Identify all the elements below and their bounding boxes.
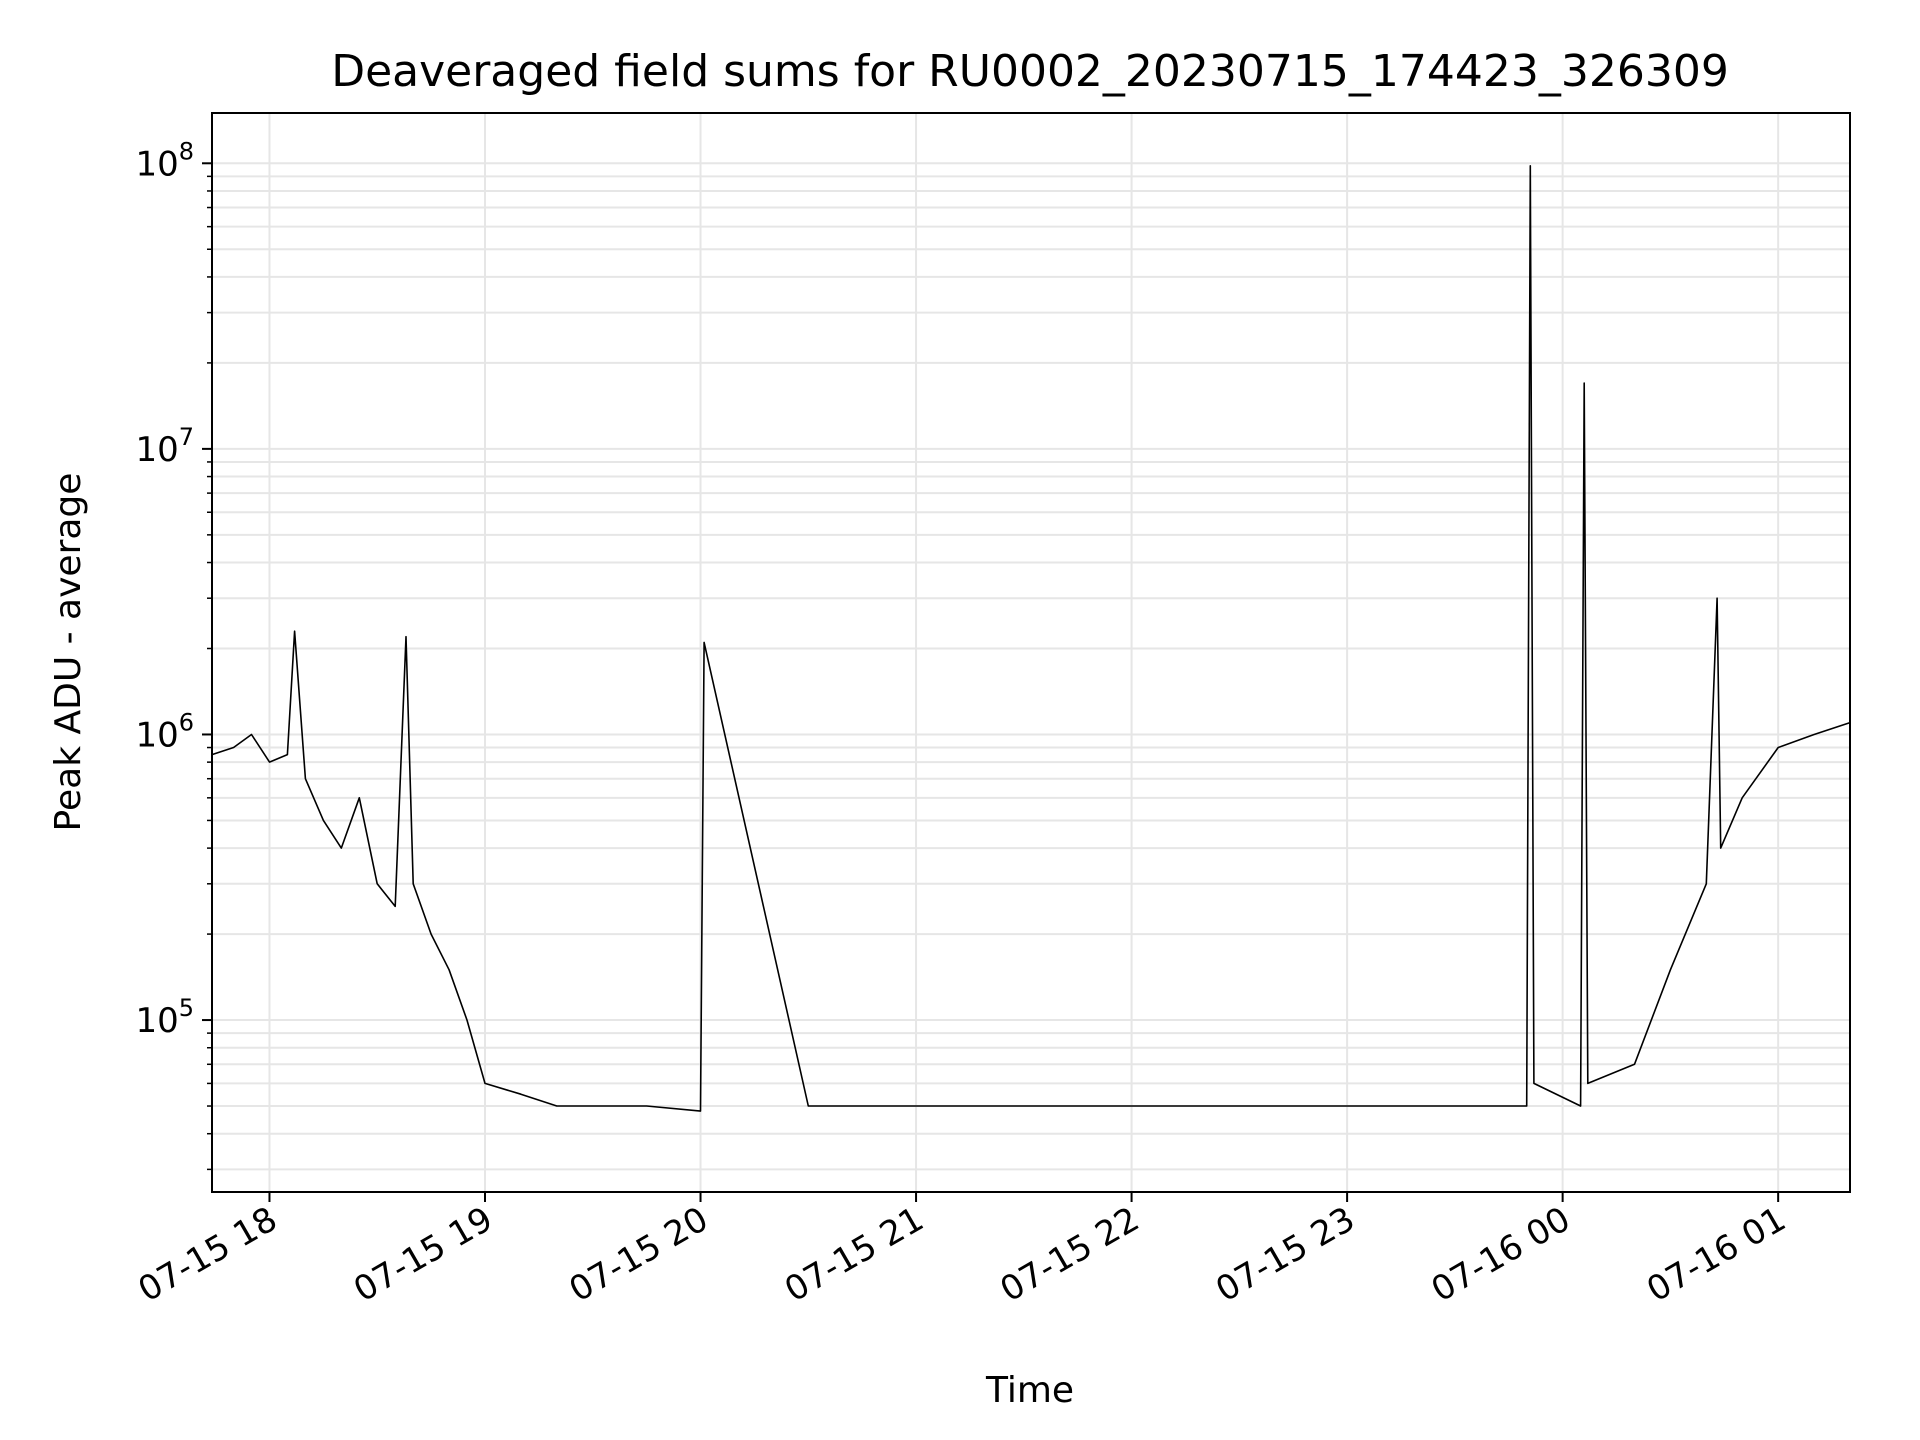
x-tick-label: 07-16 00 [1425,1199,1577,1310]
x-tick-label: 07-15 21 [778,1199,930,1310]
x-tick-label: 07-15 20 [563,1199,715,1310]
y-tick-label: 105 [135,994,194,1041]
x-axis-label: Time [985,1370,1074,1411]
x-tick-label: 07-16 01 [1640,1199,1792,1310]
y-axis: 105 106 107 108 [135,137,212,1171]
y-tick-label: 107 [135,423,194,470]
grid [212,113,1850,1192]
series-line-group [211,165,1851,1112]
x-tick-label: 07-15 23 [1209,1199,1361,1310]
x-tick-label: 07-15 19 [347,1199,499,1310]
y-tick-label: 108 [135,137,194,184]
x-tick-label: 07-15 18 [132,1199,284,1310]
plot-frame [211,112,1851,1193]
y-axis-label: Peak ADU - average [48,473,89,832]
series-line [211,165,1851,1112]
y-tick-label: 106 [135,708,194,755]
x-tick-label: 07-15 22 [994,1199,1146,1310]
x-axis: 07-15 18 07-15 19 07-15 20 07-15 21 07-15 22… [132,1192,1793,1310]
chart-title: Deaveraged field sums for RU0002_2023071… [331,46,1729,97]
